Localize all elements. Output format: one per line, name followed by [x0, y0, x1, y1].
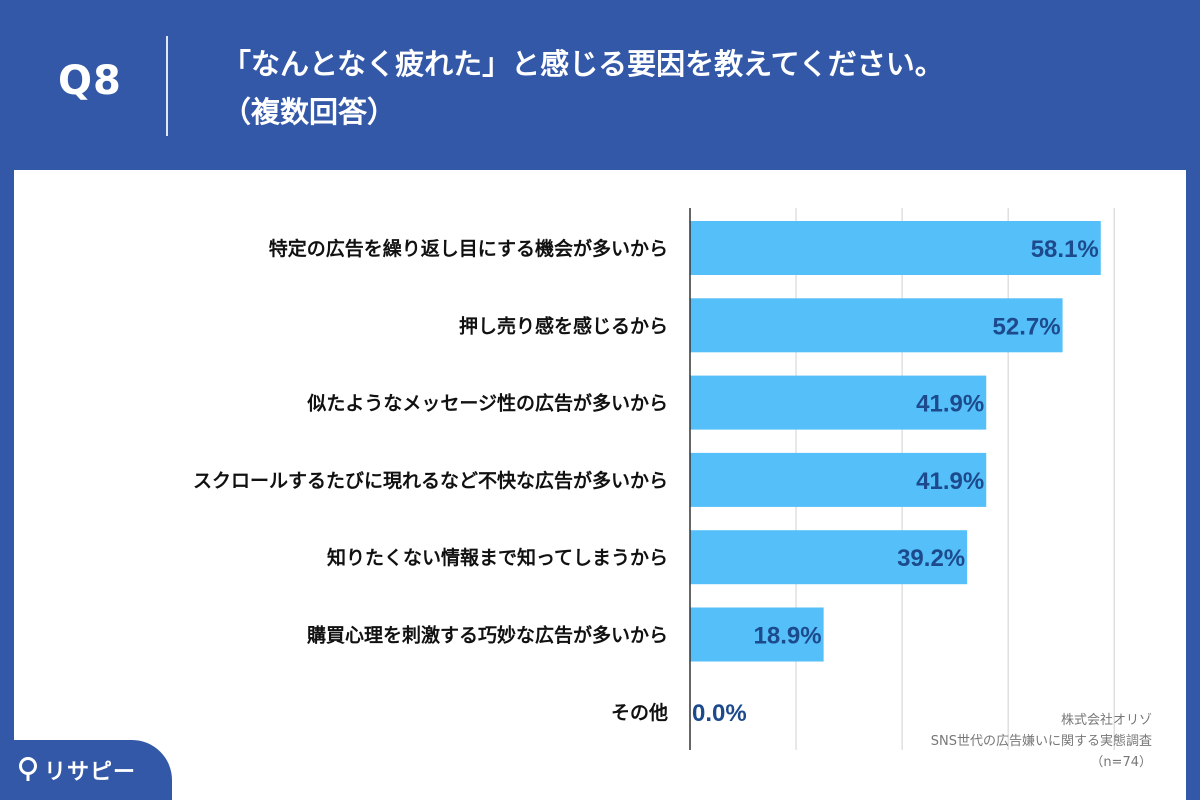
data-label: 39.2%: [897, 545, 965, 572]
question-title-line1: 「なんとなく疲れた」と感じる要因を教えてください。: [222, 47, 944, 81]
location-pin-icon: [19, 757, 37, 781]
logo-text: リサピー: [44, 760, 137, 785]
data-label: 52.7%: [993, 313, 1061, 340]
category-label: 似たようなメッセージ性の広告が多いから: [306, 392, 668, 415]
source-note: 株式会社オリゾ SNS世代の広告嫌いに関する実態調査 （n=74）: [931, 710, 1152, 773]
source-survey: SNS世代の広告嫌いに関する実態調査: [930, 734, 1152, 749]
brand-logo: リサピー: [0, 740, 172, 800]
source-company: 株式会社オリゾ: [1060, 713, 1152, 728]
bar: [690, 375, 987, 430]
category-label: 押し売り感を感じるから: [459, 314, 668, 337]
header: Q8 「なんとなく疲れた」と感じる要因を教えてください。 （複数回答）: [0, 0, 1200, 170]
data-label: 41.9%: [916, 468, 984, 495]
category-label: 購買心理を刺激する巧妙な広告が多いから: [307, 624, 668, 647]
bar: [690, 452, 987, 507]
source-sample-size: （n=74）: [1090, 755, 1152, 770]
question-title-line2: （複数回答）: [222, 95, 397, 129]
data-label: 18.9%: [754, 623, 822, 650]
category-label: 特定の広告を繰り返し目にする機会が多いから: [269, 237, 668, 260]
bar: [690, 221, 1101, 275]
category-label: スクロールするたびに現れるなど不快な広告が多いから: [193, 469, 668, 492]
question-title: 「なんとなく疲れた」と感じる要因を教えてください。 （複数回答）: [222, 40, 944, 136]
header-divider: [166, 36, 168, 136]
category-label: その他: [611, 701, 668, 724]
bar: [690, 607, 824, 662]
category-label: 知りたくない情報まで知ってしまうから: [327, 546, 668, 569]
bar: [690, 298, 1063, 353]
question-number: Q8: [58, 58, 122, 104]
bar: [690, 530, 968, 585]
data-label: 58.1%: [1031, 236, 1099, 263]
bar-chart: 特定の広告を繰り返し目にする機会が多いから 58.1% 押し売り感を感じるから 52.…: [193, 208, 1115, 750]
chart-panel: 特定の広告を繰り返し目にする機会が多いから 58.1% 押し売り感を感じるから 52.…: [14, 170, 1186, 800]
data-label: 0.0%: [692, 700, 747, 727]
data-label: 41.9%: [916, 391, 984, 418]
